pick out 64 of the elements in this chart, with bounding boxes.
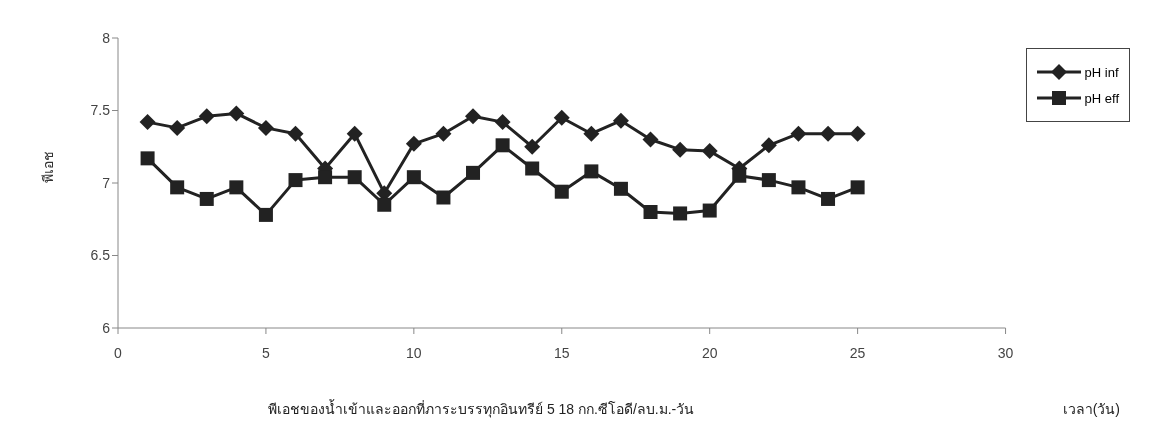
point (347, 170, 362, 185)
x-tick-label: 20 (701, 344, 718, 361)
point (405, 135, 422, 152)
point (287, 125, 304, 142)
x-tick-label: 5 (262, 344, 271, 361)
point (790, 125, 807, 142)
point (346, 125, 363, 142)
point (436, 190, 451, 205)
point (257, 119, 274, 136)
point (553, 109, 570, 126)
x-tick-label: 15 (553, 344, 570, 361)
text: พีเอชของน้ำเข้าและออกที่ภาระบรรทุกอินทรีย์ 5 18 กก.ซีโอดี/ลบ.ม.-วัน (268, 398, 695, 420)
point (791, 180, 806, 195)
point (613, 181, 628, 196)
point (377, 197, 392, 212)
point (643, 205, 658, 219)
point (701, 143, 718, 160)
point (140, 151, 155, 166)
point (673, 206, 688, 221)
point (525, 161, 540, 176)
point (760, 137, 777, 154)
x-tick-label: 10 (406, 344, 422, 361)
point (524, 138, 541, 155)
point (139, 114, 156, 131)
point (288, 173, 303, 188)
point (465, 108, 482, 125)
point (170, 180, 185, 195)
point (199, 191, 214, 206)
point (820, 125, 837, 142)
point (849, 125, 866, 142)
point (258, 207, 273, 222)
point (761, 173, 776, 188)
point (702, 203, 717, 218)
point (466, 165, 481, 180)
y-tick-label: 7 (102, 174, 111, 191)
x-tick-label: 0 (114, 344, 123, 361)
point (198, 108, 215, 125)
x-tick-label: 30 (997, 344, 1014, 361)
point (850, 180, 865, 195)
point (821, 191, 836, 206)
point (612, 112, 629, 129)
point (554, 184, 569, 199)
point (672, 141, 689, 158)
point (406, 170, 421, 185)
point (494, 114, 511, 131)
x-axis-title: เวลา(วัน) (1062, 400, 1120, 419)
point (732, 168, 747, 183)
point (169, 119, 186, 136)
x-tick-label: 25 (849, 344, 866, 361)
point (229, 180, 244, 195)
point (228, 105, 245, 122)
y-tick-label: 6.5 (90, 247, 111, 264)
point (318, 170, 333, 185)
legend-label: pH inf (1084, 64, 1119, 80)
point (584, 164, 599, 179)
y-tick-label: 7.5 (90, 102, 111, 119)
point (435, 125, 452, 142)
y-tick-label: 6 (102, 319, 111, 336)
point (495, 138, 510, 153)
point (642, 131, 659, 148)
y-axis-title: พีเอช (39, 151, 56, 183)
y-tick-label: 8 (102, 29, 111, 46)
legend-label: pH eff (1084, 90, 1119, 106)
point (583, 125, 600, 142)
